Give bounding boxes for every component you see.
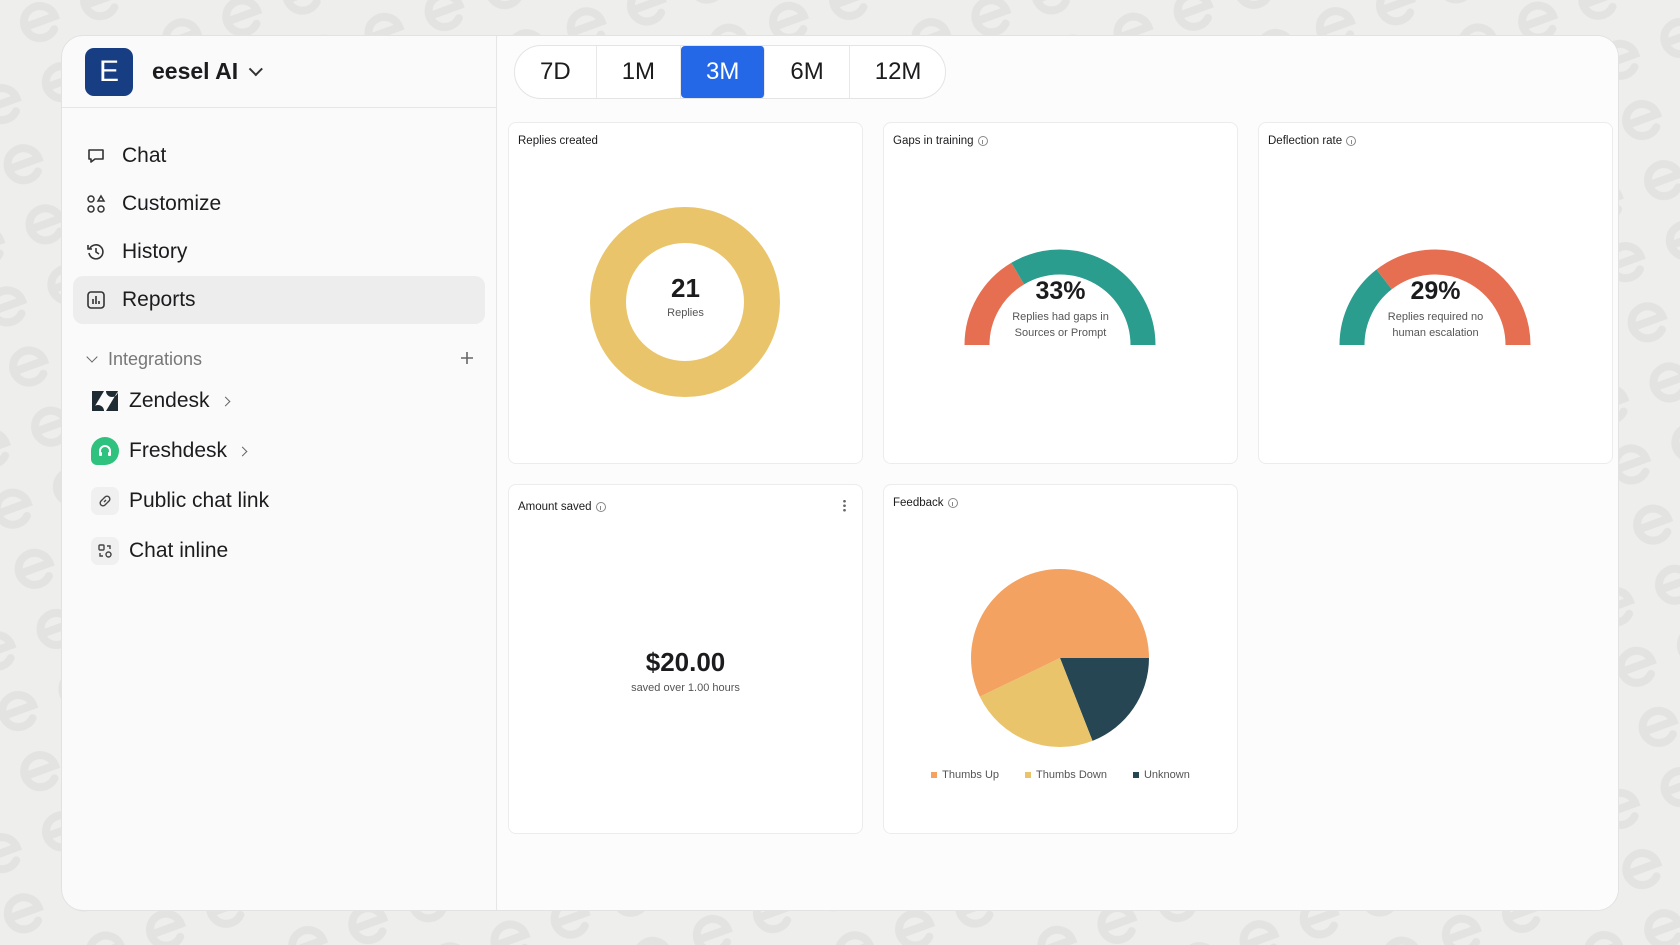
sidebar-item-customize[interactable]: Customize bbox=[73, 180, 485, 228]
tab-7d[interactable]: 7D bbox=[515, 46, 597, 98]
integration-chat-inline[interactable]: Chat inline bbox=[62, 526, 496, 576]
freshdesk-logo-icon bbox=[91, 437, 119, 465]
gaps-in-training-card: Gaps in training 33% Replies had gaps in… bbox=[883, 122, 1238, 464]
amount-saved-label: saved over 1.00 hours bbox=[631, 682, 740, 694]
add-integration-button[interactable] bbox=[460, 349, 474, 370]
workspace-name: eesel AI bbox=[152, 58, 239, 84]
integrations-title: Integrations bbox=[108, 348, 203, 369]
gauge-segment-primary bbox=[964, 262, 1025, 346]
sidebar-item-chat[interactable]: Chat bbox=[73, 132, 485, 180]
sidebar-item-label: Reports bbox=[122, 288, 196, 311]
gauge-value: 33% bbox=[1035, 277, 1086, 305]
info-icon[interactable] bbox=[947, 498, 958, 508]
replies-label: Replies bbox=[667, 307, 704, 319]
replies-created-card: Replies created 21 Replies bbox=[508, 122, 863, 464]
widget-icon bbox=[91, 537, 119, 565]
info-icon[interactable] bbox=[977, 136, 988, 146]
integration-label: Chat inline bbox=[129, 539, 229, 562]
pie-slice-unknown[interactable] bbox=[1060, 658, 1149, 741]
integrations-section-header[interactable]: Integrations bbox=[62, 324, 496, 376]
more-options-icon[interactable] bbox=[843, 499, 846, 512]
workspace-switcher[interactable]: E eesel AI bbox=[62, 36, 496, 108]
legend-swatch bbox=[1132, 772, 1139, 778]
replies-count: 21 bbox=[671, 273, 700, 303]
integration-zendesk[interactable]: Zendesk bbox=[62, 376, 496, 426]
gauge-label: Sources or Prompt bbox=[1014, 327, 1107, 339]
deflection-rate-card: Deflection rate 29% Replies required no … bbox=[1258, 122, 1613, 464]
app-window: E eesel AI Chat Customize History Report… bbox=[61, 35, 1619, 911]
integration-public-chat-link[interactable]: Public chat link bbox=[62, 476, 496, 526]
sidebar: E eesel AI Chat Customize History Report… bbox=[62, 36, 497, 910]
gauge-label: Replies required no bbox=[1387, 311, 1484, 323]
donut-ring bbox=[590, 207, 780, 397]
gauge-label: human escalation bbox=[1392, 327, 1479, 339]
link-icon bbox=[91, 487, 119, 515]
integration-freshdesk[interactable]: Freshdesk bbox=[62, 426, 496, 476]
legend-swatch bbox=[1025, 772, 1032, 778]
bar-chart-icon bbox=[85, 289, 107, 311]
pie-slice-thumbs-up[interactable] bbox=[971, 569, 1149, 697]
pie-slice-thumbs-down[interactable] bbox=[979, 658, 1093, 747]
history-icon bbox=[85, 241, 107, 263]
legend-item[interactable]: Thumbs Down bbox=[1025, 769, 1107, 781]
gauge-segment-remainder bbox=[1376, 249, 1531, 346]
chevron-right-icon bbox=[237, 446, 248, 456]
zendesk-logo-icon bbox=[91, 387, 119, 415]
chat-bubble-icon bbox=[85, 145, 107, 167]
amount-saved-card: Amount saved $20.00 saved over 1.00 hour… bbox=[508, 484, 863, 834]
card-title: Replies created bbox=[518, 135, 598, 147]
legend-item[interactable]: Unknown bbox=[1132, 769, 1190, 781]
info-icon[interactable] bbox=[595, 502, 606, 512]
legend-label: Thumbs Up bbox=[942, 769, 1000, 781]
tab-12m[interactable]: 12M bbox=[874, 58, 922, 85]
card-title: Gaps in training bbox=[893, 135, 974, 147]
date-range-tabs: 7D 1M 3M 6M 12M bbox=[514, 45, 947, 99]
integration-label: Public chat link bbox=[129, 489, 270, 512]
integration-label: Freshdesk bbox=[129, 439, 228, 462]
amount-saved-value: $20.00 bbox=[645, 647, 726, 677]
gauge-segment-primary bbox=[1339, 269, 1393, 346]
gauge-value: 29% bbox=[1410, 277, 1461, 305]
chevron-down-icon bbox=[248, 61, 263, 76]
card-title: Deflection rate bbox=[1268, 135, 1343, 147]
card-title: Feedback bbox=[893, 497, 944, 509]
sidebar-item-history[interactable]: History bbox=[73, 228, 485, 276]
chevron-down-icon bbox=[86, 351, 98, 363]
shapes-icon bbox=[85, 193, 107, 215]
feedback-card: Feedback Thumbs Up Thumbs Down Unknown bbox=[883, 484, 1238, 834]
legend-label: Thumbs Down bbox=[1036, 769, 1107, 781]
integration-label: Zendesk bbox=[129, 389, 210, 412]
sidebar-item-label: Customize bbox=[122, 192, 222, 215]
tab-1m[interactable]: 1M bbox=[597, 46, 682, 98]
chevron-right-icon bbox=[220, 396, 230, 406]
gauge-label: Replies had gaps in bbox=[1012, 311, 1109, 323]
pie-legend: Thumbs Up Thumbs Down Unknown bbox=[884, 769, 1237, 781]
reports-main: 7D 1M 3M 6M 12M Replies created 21 Repli… bbox=[498, 36, 1618, 910]
info-icon[interactable] bbox=[1346, 136, 1357, 146]
gauge-segment-remainder bbox=[1011, 249, 1156, 346]
legend-swatch bbox=[931, 772, 938, 778]
tab-6m[interactable]: 6M bbox=[765, 46, 850, 98]
workspace-logo: E bbox=[85, 47, 133, 96]
card-title: Amount saved bbox=[518, 501, 592, 513]
legend-label: Unknown bbox=[1143, 769, 1190, 781]
sidebar-item-reports[interactable]: Reports bbox=[73, 276, 485, 324]
sidebar-item-label: Chat bbox=[122, 144, 167, 167]
legend-item[interactable]: Thumbs Up bbox=[931, 769, 999, 781]
sidebar-item-label: History bbox=[122, 240, 188, 263]
plus-icon bbox=[461, 351, 473, 364]
tab-3m[interactable]: 3M bbox=[681, 46, 766, 98]
